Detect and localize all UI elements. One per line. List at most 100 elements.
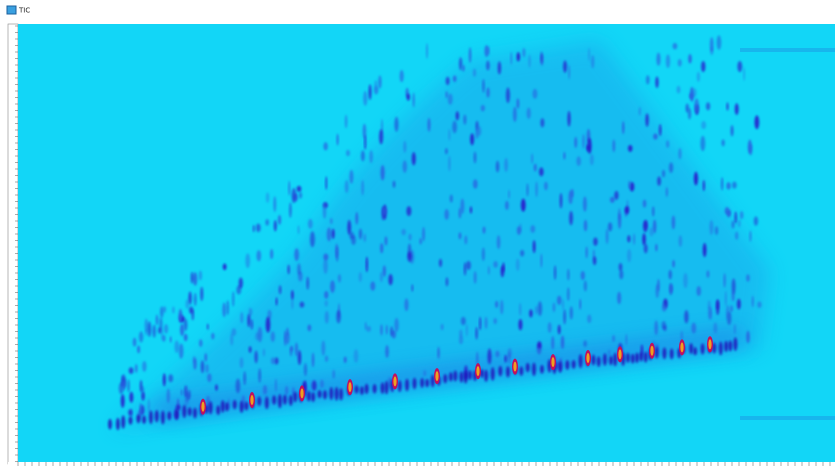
- peak: [265, 219, 269, 226]
- peak: [324, 291, 329, 299]
- peak: [562, 299, 565, 311]
- peak: [291, 298, 294, 310]
- peak: [696, 71, 701, 83]
- peak: [544, 181, 548, 191]
- peak: [121, 380, 126, 391]
- peak: [495, 160, 500, 173]
- peak: [495, 350, 500, 358]
- peak: [293, 391, 298, 403]
- peak: [691, 88, 697, 98]
- header-bar: [0, 0, 835, 22]
- peak: [694, 98, 700, 113]
- peak: [737, 60, 743, 73]
- x-axis-strip: [8, 462, 835, 471]
- peak: [751, 295, 754, 308]
- window-icon[interactable]: [6, 5, 17, 15]
- peak: [404, 298, 409, 312]
- peak: [583, 280, 587, 292]
- peak: [571, 360, 576, 369]
- peak: [236, 285, 242, 295]
- peak: [458, 335, 464, 345]
- peak: [297, 225, 300, 235]
- peak: [684, 310, 689, 324]
- peak: [528, 54, 531, 68]
- peak: [669, 284, 673, 294]
- peak: [676, 85, 681, 94]
- peak: [179, 323, 185, 337]
- peak: [649, 227, 654, 237]
- peak: [311, 380, 317, 391]
- peak: [182, 405, 187, 418]
- peak: [525, 362, 530, 373]
- peak: [193, 272, 198, 286]
- haze: [110, 40, 770, 430]
- peak: [632, 233, 636, 245]
- peak: [330, 280, 335, 293]
- peak: [487, 348, 492, 365]
- peak: [482, 226, 486, 234]
- peak: [592, 256, 597, 266]
- peak: [661, 303, 667, 312]
- peak: [329, 217, 333, 225]
- peak: [693, 347, 698, 356]
- peak: [162, 373, 166, 387]
- peak: [336, 310, 341, 324]
- peak: [500, 265, 505, 278]
- peak: [583, 340, 587, 348]
- peak: [643, 243, 648, 254]
- peak: [445, 277, 449, 287]
- peak: [706, 270, 710, 278]
- peak: [358, 271, 362, 283]
- peak: [303, 363, 307, 377]
- peak: [294, 248, 300, 261]
- peak: [115, 417, 120, 431]
- peak: [399, 70, 404, 83]
- peak: [753, 216, 759, 226]
- peak: [185, 385, 189, 398]
- peak-core: [435, 371, 439, 382]
- peak: [723, 273, 726, 288]
- peak: [286, 327, 289, 337]
- peak: [270, 357, 276, 365]
- peak: [466, 260, 471, 270]
- peak: [746, 330, 750, 344]
- window-title: TIC: [18, 7, 30, 15]
- peak: [187, 389, 191, 400]
- peak: [746, 274, 750, 282]
- peak: [607, 222, 613, 232]
- peak: [580, 270, 585, 281]
- peak: [688, 54, 692, 64]
- peak: [167, 411, 172, 421]
- peak: [322, 390, 327, 400]
- peak: [463, 262, 467, 276]
- peak: [459, 371, 464, 383]
- peak: [504, 354, 507, 363]
- peak: [736, 298, 741, 310]
- peak: [136, 414, 141, 424]
- peak: [137, 345, 141, 354]
- peak: [726, 211, 731, 218]
- peak: [617, 208, 621, 220]
- peak: [731, 278, 736, 295]
- peak: [403, 140, 407, 153]
- peak: [516, 226, 522, 235]
- peak: [687, 108, 692, 120]
- peak: [392, 180, 396, 188]
- peak: [733, 337, 738, 351]
- peak: [183, 318, 188, 331]
- peak: [172, 306, 175, 314]
- peak: [258, 368, 262, 383]
- peak: [412, 377, 417, 390]
- peak: [700, 343, 705, 355]
- peak: [460, 316, 466, 326]
- peak: [538, 167, 544, 177]
- peak-core: [393, 376, 397, 387]
- peak: [696, 286, 702, 297]
- peak: [180, 389, 183, 396]
- peak: [576, 156, 581, 167]
- peak: [475, 327, 478, 340]
- peak: [678, 235, 683, 247]
- peak: [448, 155, 451, 172]
- peak: [452, 75, 457, 83]
